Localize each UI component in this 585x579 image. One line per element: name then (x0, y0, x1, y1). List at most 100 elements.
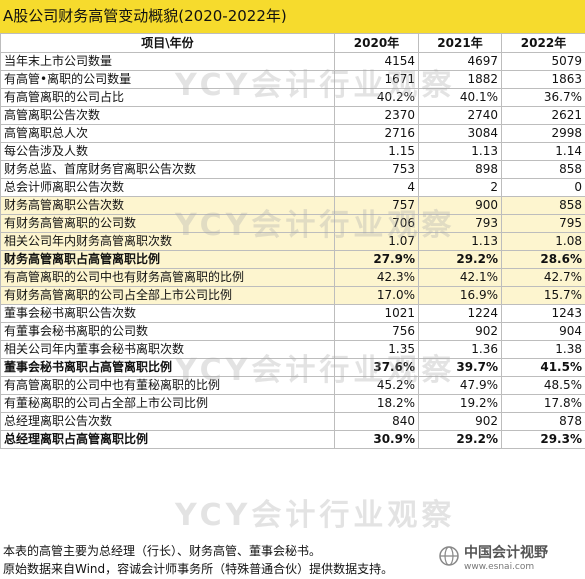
row-value: 902 (418, 412, 502, 431)
row-value: 41.5% (501, 358, 585, 377)
row-value: 898 (418, 160, 502, 179)
row-value: 858 (501, 196, 585, 215)
row-value: 42.7% (501, 268, 585, 287)
row-label: 财务总监、首席财务官离职公告次数 (0, 160, 335, 179)
notes: 本表的高管主要为总经理（行长）、财务高管、董事会秘书。 原始数据来自Wind，容… (0, 542, 585, 578)
row-value: 1863 (501, 70, 585, 89)
row-value: 2 (418, 178, 502, 197)
table-body: 当年末上市公司数量 4154 4697 5079 有高管•离职的公司数量 1671 1882… (0, 52, 585, 449)
row-value: 900 (418, 196, 502, 215)
note-line: 本表的高管主要为总经理（行长）、财务高管、董事会秘书。 (3, 544, 322, 558)
table-row: 相关公司年内董事会秘书离职次数 1.35 1.36 1.38 (0, 340, 585, 359)
table-row: 财务高管离职公告次数 757 900 858 (0, 196, 585, 215)
row-value: 1.35 (334, 340, 419, 359)
data-table: 项目\年份 2020年 2021年 2022年 当年末上市公司数量 4154 469… (0, 33, 585, 449)
row-value: 4154 (334, 52, 419, 71)
table-row: 董事会秘书离职占高管离职比例 37.6% 39.7% 41.5% (0, 358, 585, 377)
row-value: 2998 (501, 124, 585, 143)
table-row: 有高管离职的公司中也有财务高管离职的比例 42.3% 42.1% 42.7% (0, 268, 585, 287)
table-row: 有高管离职的公司中也有董秘离职的比例 45.2% 47.9% 48.5% (0, 376, 585, 395)
table-row: 当年末上市公司数量 4154 4697 5079 (0, 52, 585, 71)
row-label: 有高管•离职的公司数量 (0, 70, 335, 89)
logo: 中国会计视野 www.esnai.com (438, 545, 583, 577)
row-label: 有财务高管离职的公司占全部上市公司比例 (0, 286, 335, 305)
table-row: 有财务高管离职的公司占全部上市公司比例 17.0% 16.9% 15.7% (0, 286, 585, 305)
row-value: 1.07 (334, 232, 419, 251)
row-value: 4697 (418, 52, 502, 71)
row-value: 1.13 (418, 142, 502, 161)
row-value: 793 (418, 214, 502, 233)
table-row: 有董秘离职的公司占全部上市公司比例 18.2% 19.2% 17.8% (0, 394, 585, 413)
table-row: 有董事会秘书离职的公司数 756 902 904 (0, 322, 585, 341)
row-label: 总会计师离职公告次数 (0, 178, 335, 197)
row-label: 高管离职总人次 (0, 124, 335, 143)
row-label: 相关公司年内财务高管离职次数 (0, 232, 335, 251)
row-label: 相关公司年内董事会秘书离职次数 (0, 340, 335, 359)
header-item: 项目\年份 (0, 33, 335, 53)
row-label: 有高管离职的公司占比 (0, 88, 335, 107)
row-label: 每公告涉及人数 (0, 142, 335, 161)
table-row: 每公告涉及人数 1.15 1.13 1.14 (0, 142, 585, 161)
row-value: 1671 (334, 70, 419, 89)
logo-name: 中国会计视野 (464, 545, 548, 561)
row-label: 财务高管离职公告次数 (0, 196, 335, 215)
row-label: 当年末上市公司数量 (0, 52, 335, 71)
row-value: 1882 (418, 70, 502, 89)
row-value: 840 (334, 412, 419, 431)
table-row: 相关公司年内财务高管离职次数 1.07 1.13 1.08 (0, 232, 585, 251)
row-value: 1.13 (418, 232, 502, 251)
row-value: 3084 (418, 124, 502, 143)
row-value: 2370 (334, 106, 419, 125)
row-value: 904 (501, 322, 585, 341)
row-label: 有财务高管离职的公司数 (0, 214, 335, 233)
table-row: 总经理离职公告次数 840 902 878 (0, 412, 585, 431)
row-label: 董事会秘书离职占高管离职比例 (0, 358, 335, 377)
row-value: 902 (418, 322, 502, 341)
row-value: 1224 (418, 304, 502, 323)
row-value: 0 (501, 178, 585, 197)
row-value: 48.5% (501, 376, 585, 395)
header-year: 2022年 (501, 33, 585, 53)
row-value: 1.36 (418, 340, 502, 359)
row-value: 17.0% (334, 286, 419, 305)
row-value: 753 (334, 160, 419, 179)
row-value: 1.08 (501, 232, 585, 251)
row-value: 1.14 (501, 142, 585, 161)
globe-logo-icon (439, 546, 459, 566)
row-value: 2621 (501, 106, 585, 125)
table-row: 高管离职总人次 2716 3084 2998 (0, 124, 585, 143)
row-value: 28.6% (501, 250, 585, 269)
table-row: 有高管•离职的公司数量 1671 1882 1863 (0, 70, 585, 89)
row-value: 1.15 (334, 142, 419, 161)
row-label: 财务高管离职占高管离职比例 (0, 250, 335, 269)
row-value: 757 (334, 196, 419, 215)
row-value: 40.1% (418, 88, 502, 107)
row-value: 19.2% (418, 394, 502, 413)
table-row: 财务总监、首席财务官离职公告次数 753 898 858 (0, 160, 585, 179)
row-value: 4 (334, 178, 419, 197)
row-label: 高管离职公告次数 (0, 106, 335, 125)
row-value: 2740 (418, 106, 502, 125)
row-value: 39.7% (418, 358, 502, 377)
table-row: 财务高管离职占高管离职比例 27.9% 29.2% 28.6% (0, 250, 585, 269)
row-value: 15.7% (501, 286, 585, 305)
row-value: 18.2% (334, 394, 419, 413)
row-value: 42.3% (334, 268, 419, 287)
row-value: 29.2% (418, 250, 502, 269)
row-label: 董事会秘书离职公告次数 (0, 304, 335, 323)
table-row: 董事会秘书离职公告次数 1021 1224 1243 (0, 304, 585, 323)
row-value: 16.9% (418, 286, 502, 305)
row-value: 36.7% (501, 88, 585, 107)
row-value: 27.9% (334, 250, 419, 269)
row-value: 17.8% (501, 394, 585, 413)
header-row: 项目\年份 2020年 2021年 2022年 (0, 33, 585, 53)
row-value: 2716 (334, 124, 419, 143)
row-label: 有董秘离职的公司占全部上市公司比例 (0, 394, 335, 413)
table-title: A股公司财务高管变动概貌(2020-2022年) (0, 0, 585, 33)
logo-url: www.esnai.com (464, 562, 535, 572)
row-label: 有董事会秘书离职的公司数 (0, 322, 335, 341)
row-value: 5079 (501, 52, 585, 71)
row-label: 有高管离职的公司中也有董秘离职的比例 (0, 376, 335, 395)
table-row: 有财务高管离职的公司数 706 793 795 (0, 214, 585, 233)
